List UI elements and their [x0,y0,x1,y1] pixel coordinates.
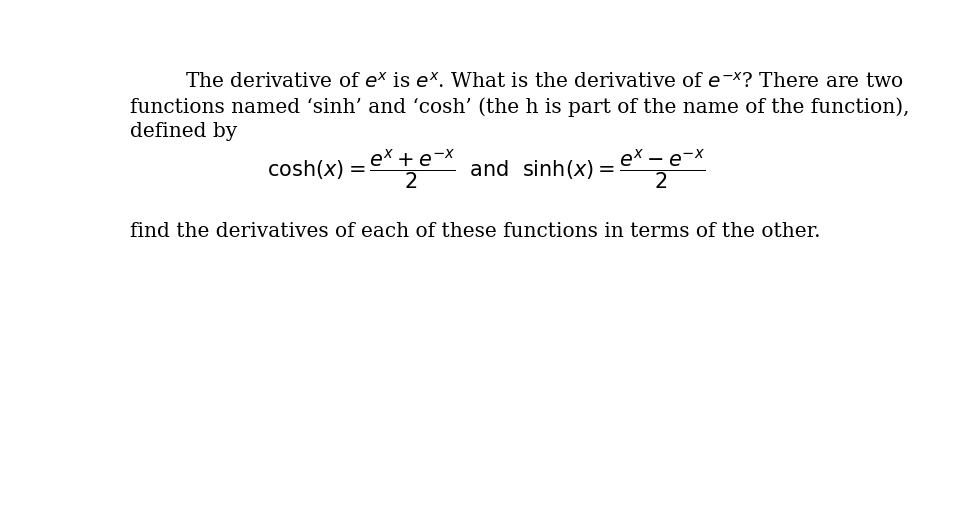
Text: functions named ‘sinh’ and ‘cosh’ (the h is part of the name of the function),: functions named ‘sinh’ and ‘cosh’ (the h… [130,97,910,117]
Text: $\mathrm{cosh}(x) = \dfrac{e^{x} + e^{-x}}{2}$  $\mathrm{and}$  $\mathrm{sinh}(x: $\mathrm{cosh}(x) = \dfrac{e^{x} + e^{-x… [266,148,706,192]
Text: defined by: defined by [130,122,237,141]
Text: find the derivatives of each of these functions in terms of the other.: find the derivatives of each of these fu… [130,222,820,241]
Text: The derivative of $e^{x}$ is $e^{x}$. What is the derivative of $e^{-x}$? There : The derivative of $e^{x}$ is $e^{x}$. Wh… [185,72,904,92]
